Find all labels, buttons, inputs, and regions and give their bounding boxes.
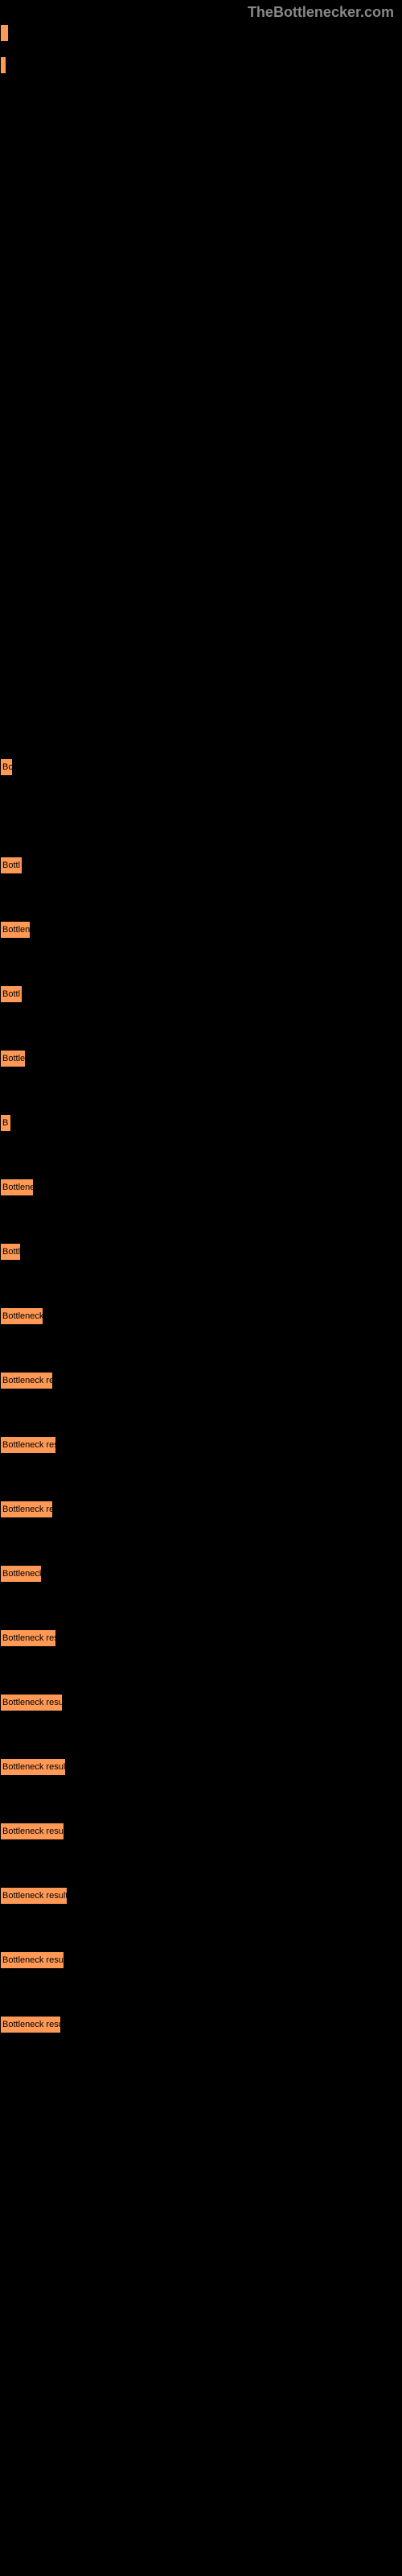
bar-text: Bottleneck result: [2, 1827, 64, 1836]
bar-row: Bottleneck resu: [0, 1436, 402, 1454]
bar-row: Bottleneck result: [0, 1887, 402, 1905]
bar-row: Bottl: [0, 857, 402, 874]
chart-bar: Bottleneck result: [0, 1694, 63, 1711]
chart-bar: Bottle: [0, 1050, 26, 1067]
bar-row: Bottleneck resu: [0, 1629, 402, 1647]
watermark-text: TheBottlenecker.com: [248, 4, 394, 21]
chart-bar: Bo: [0, 758, 13, 776]
bar-row: Bo: [0, 758, 402, 776]
bar-row: Bottleneck resul: [0, 2016, 402, 2033]
bar-row: Bottlen: [0, 921, 402, 939]
bar-text: Bottleneck res: [2, 1376, 53, 1385]
chart-bar: Bottleneck resu: [0, 1629, 56, 1647]
bar-row: Bottleneck result: [0, 1694, 402, 1711]
chart-bar: Bottlen: [0, 921, 31, 939]
bar-row: Bottleneck result: [0, 1758, 402, 1776]
chart-bar: Bottleneck res: [0, 1372, 53, 1389]
bar-row: Bottl: [0, 1243, 402, 1261]
bar-text: Bottleneck result: [2, 1891, 68, 1901]
chart-bar: Bottleneck result: [0, 1887, 68, 1905]
bar-row: Bottleneck res: [0, 1501, 402, 1518]
chart-bar: Bottleneck resu: [0, 1436, 56, 1454]
chart-bar: Bottleneck result: [0, 1758, 66, 1776]
bar-text: Bottleneck result: [2, 1698, 63, 1707]
bar-text: Bottlen: [2, 925, 30, 935]
bar-row: Bottleneck result: [0, 1951, 402, 1969]
bar-row: Bottleneck res: [0, 1372, 402, 1389]
bar-text: Bottleneck resu: [2, 1440, 56, 1450]
bar-text: Bottl: [2, 861, 20, 870]
bar-row: [0, 56, 402, 74]
bar-text: Bottleneck resul: [2, 2020, 61, 2029]
chart-bar: Bottleneck: [0, 1565, 42, 1583]
chart-bar: Bottlene: [0, 1179, 34, 1196]
chart-bar: [0, 56, 6, 74]
chart-bar: Bottl: [0, 985, 23, 1003]
bar-row: [0, 24, 402, 42]
bar-text: Bottleneck result: [2, 1955, 64, 1965]
bar-row: Bottl: [0, 985, 402, 1003]
chart-bar: Bottleneck resul: [0, 2016, 61, 2033]
chart-bar: Bottleneck result: [0, 1823, 64, 1840]
bar-text: Bottleneck result: [2, 1762, 66, 1772]
bar-row: B: [0, 1114, 402, 1132]
bar-text: Bottleneck: [2, 1569, 42, 1579]
bar-text: Bottleneck res: [2, 1505, 53, 1514]
bar-text: Bottleneck resu: [2, 1633, 56, 1643]
bar-row: Bottleneck result: [0, 1823, 402, 1840]
bar-text: Bottl: [2, 1247, 20, 1257]
bar-text: Bottl: [2, 989, 20, 999]
chart-bar: Bottl: [0, 1243, 21, 1261]
bar-text: Bottle: [2, 1054, 25, 1063]
bar-text: B: [2, 1118, 8, 1128]
chart-bar: Bottleneck result: [0, 1951, 64, 1969]
chart-bar: Bottleneck r: [0, 1307, 43, 1325]
bar-text: Bottlene: [2, 1183, 34, 1192]
bar-row: Bottlene: [0, 1179, 402, 1196]
chart-bar: B: [0, 1114, 11, 1132]
chart-bar: [0, 24, 9, 42]
bar-text: Bottleneck r: [2, 1311, 43, 1321]
bar-row: Bottleneck r: [0, 1307, 402, 1325]
chart-bar: Bottleneck res: [0, 1501, 53, 1518]
chart-bar: Bottl: [0, 857, 23, 874]
bar-row: Bottleneck: [0, 1565, 402, 1583]
bar-row: Bottle: [0, 1050, 402, 1067]
bar-text: Bo: [2, 762, 13, 772]
chart-container: Bo Bottl Bottlen Bottl Bottle B Bottlene Bottl B…: [0, 24, 402, 2033]
